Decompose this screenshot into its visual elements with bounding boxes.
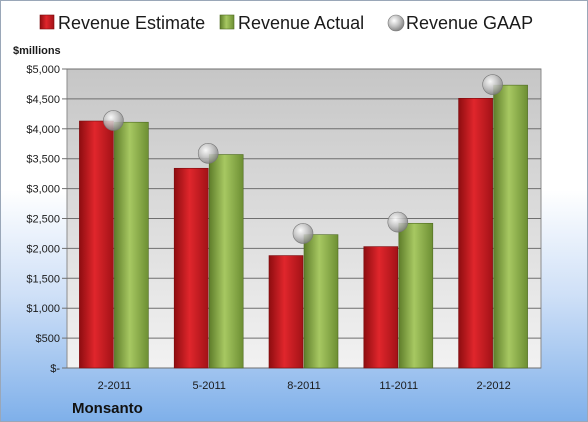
x-axis-ticks: 2-2011 5-2011 8-2011 11-2011 2-2012 [98, 380, 511, 392]
marker-revenue-gaap [482, 74, 503, 95]
x-tick-label: 5-2011 [192, 380, 225, 392]
legend: Revenue Estimate Revenue Actual Revenue GA… [39, 13, 533, 33]
bar-revenue-actual [208, 154, 244, 369]
y-tick-label: $2,000 [26, 243, 60, 255]
x-tick-label: 2-2012 [476, 380, 510, 392]
bar-revenue-estimate [79, 120, 114, 369]
y-tick-label: $- [50, 363, 60, 375]
legend-label: Revenue Actual [238, 13, 364, 33]
x-tick-label: 2-2011 [98, 380, 131, 392]
gaap-markers [103, 74, 503, 244]
marker-revenue-gaap [197, 143, 219, 164]
legend-swatch-revenue-gaap [387, 14, 405, 32]
legend-swatch-revenue-actual [219, 14, 235, 30]
x-tick-label: 11-2011 [379, 380, 418, 392]
y-tick-label: $3,000 [26, 184, 60, 196]
company-label: Monsanto [72, 400, 143, 417]
y-tick-label: $3,500 [26, 154, 60, 166]
x-tick-label: 8-2011 [287, 380, 320, 392]
y-tick-label: $1,500 [26, 273, 60, 285]
legend-label: Revenue Estimate [58, 13, 205, 33]
marker-revenue-gaap [292, 223, 314, 244]
y-axis-ticks: $- $500 $1,000 $1,500 $2,000 $2,500 $3,000 $3,5… [26, 64, 67, 375]
bar-revenue-estimate [173, 167, 209, 369]
bar-revenue-estimate [268, 255, 304, 369]
bar-revenue-actual [114, 121, 149, 369]
marker-revenue-gaap [103, 110, 124, 131]
legend-label: Revenue GAAP [406, 13, 533, 33]
y-tick-label: $4,500 [26, 94, 60, 106]
legend-swatch-revenue-estimate [39, 14, 55, 30]
y-tick-label: $2,500 [26, 214, 60, 226]
bar-revenue-actual [303, 234, 339, 369]
bar-revenue-estimate [458, 98, 493, 369]
bar-revenue-actual [398, 222, 434, 369]
bars [79, 84, 528, 369]
bar-revenue-estimate [363, 246, 399, 369]
bar-revenue-actual [493, 84, 528, 369]
marker-revenue-gaap [387, 211, 409, 233]
y-tick-label: $4,000 [26, 124, 60, 136]
y-tick-label: $5,000 [26, 64, 60, 76]
y-tick-label: $500 [36, 333, 60, 345]
y-axis-unit-label: $millions [13, 45, 61, 57]
y-tick-label: $1,000 [26, 303, 60, 315]
